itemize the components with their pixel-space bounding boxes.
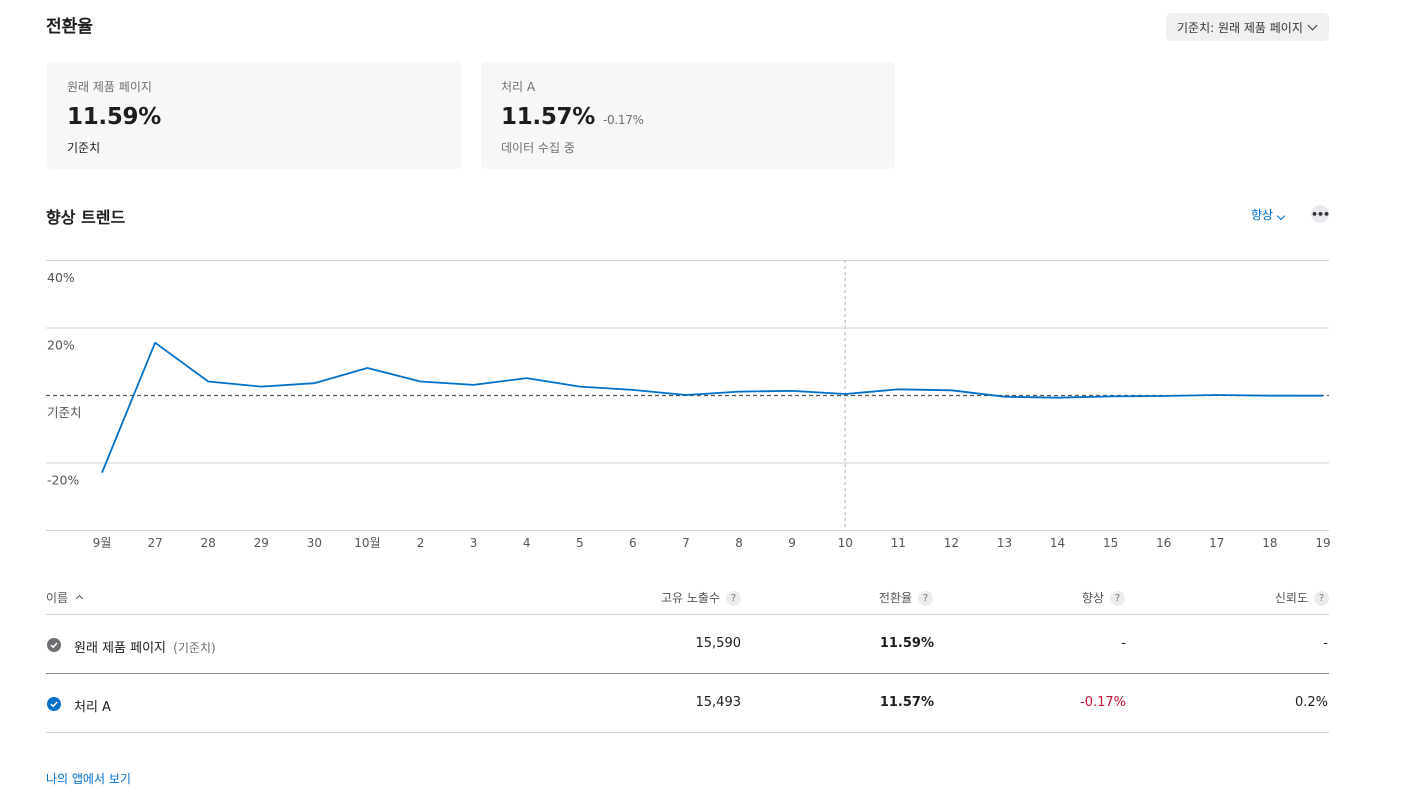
divider: [46, 614, 1329, 615]
column-header-impressions: 고유 노출수?: [661, 589, 741, 606]
lift-trend-chart: 40% 20% 기준치 -20% 9월 27 28 29 30 10월 2 3 4 5 6 7 8 9 10 11 1…: [46, 260, 1331, 550]
chart-lines: [101, 341, 1323, 473]
chart-grid: [46, 260, 1329, 531]
conversion-value: 11.57%: [879, 695, 934, 710]
x-tick-label: 6: [629, 536, 637, 550]
column-label: 향상: [1081, 591, 1104, 605]
column-header-confidence: 신뢰도?: [1275, 589, 1329, 606]
table-row-name: 처리 A: [74, 696, 111, 715]
section-title: 향상 트렌드: [46, 208, 126, 227]
card-label: 원래 제품 페이지: [67, 80, 152, 94]
confidence-value: -: [1323, 636, 1328, 651]
column-header-lift: 향상?: [1082, 589, 1125, 606]
baseline-dropdown-label: 기준치: 원래 제품 페이지: [1177, 20, 1303, 35]
lift-value: -: [1121, 636, 1126, 651]
x-tick-label: 19: [1315, 536, 1330, 550]
chart-x-ticks: 9월 27 28 29 30 10월 2 3 4 5 6 7 8 9 10 11 12 13 14 15 16 17 18 1…: [93, 536, 1331, 550]
x-tick-label: 16: [1156, 536, 1171, 550]
x-tick-label: 11: [891, 536, 906, 550]
column-label: 고유 노출수: [660, 591, 720, 605]
treatment-summary-card: 처리 A 11.57% -0.17% 데이터 수집 중: [481, 62, 895, 169]
column-label: 전환율: [878, 591, 912, 605]
x-tick-label: 10: [838, 536, 853, 550]
x-tick-label: 9: [788, 536, 796, 550]
divider: [46, 732, 1329, 733]
conversion-value: 11.59%: [879, 636, 934, 651]
card-value: 11.59%: [67, 104, 441, 130]
x-tick-label: 2: [417, 536, 425, 550]
x-tick-label: 4: [523, 536, 531, 550]
card-value-number: 11.59%: [67, 104, 161, 130]
series-line: [101, 341, 1323, 473]
card-label: 처리 A: [501, 80, 536, 94]
y-tick-label: 기준치: [47, 405, 82, 420]
impressions-value: 15,493: [695, 695, 742, 710]
help-icon[interactable]: ?: [726, 591, 741, 606]
y-tick-label: 40%: [47, 270, 75, 285]
card-value-number: 11.57%: [501, 104, 595, 130]
help-icon[interactable]: ?: [1314, 591, 1329, 606]
column-header-conversion: 전환율?: [879, 589, 933, 606]
baseline-summary-card: 원래 제품 페이지 11.59% 기준치: [47, 62, 461, 169]
x-tick-label: 27: [147, 536, 162, 550]
x-tick-label: 29: [254, 536, 269, 550]
impressions-value: 15,590: [695, 636, 742, 651]
x-tick-label: 9월: [93, 536, 112, 550]
x-tick-label: 28: [201, 536, 216, 550]
card-subtitle: 데이터 수집 중: [501, 141, 575, 155]
column-label: 신뢰도: [1274, 591, 1308, 605]
x-tick-label: 17: [1209, 536, 1224, 550]
x-tick-label: 10월: [354, 536, 380, 550]
table-row-name: 원래 제품 페이지 (기준치): [74, 637, 216, 656]
x-tick-label: 5: [576, 536, 584, 550]
y-tick-label: 20%: [47, 338, 75, 353]
y-tick-label: -20%: [47, 473, 79, 488]
x-tick-label: 13: [997, 536, 1012, 550]
metric-dropdown-label: 향상: [1251, 208, 1274, 222]
card-value: 11.57% -0.17%: [501, 104, 875, 130]
check-circle-blue-icon: [47, 697, 61, 711]
divider: [46, 673, 1329, 674]
baseline-tag: (기준치): [173, 641, 216, 655]
more-icon[interactable]: •••: [1311, 205, 1330, 223]
x-tick-label: 15: [1103, 536, 1118, 550]
x-tick-label: 18: [1262, 536, 1277, 550]
x-tick-label: 14: [1050, 536, 1065, 550]
column-label: 이름: [46, 591, 69, 605]
x-tick-label: 30: [307, 536, 322, 550]
column-header-name[interactable]: 이름: [46, 589, 83, 606]
check-circle-gray-icon: [47, 638, 61, 652]
confidence-value: 0.2%: [1294, 695, 1328, 710]
page-title: 전환율: [46, 17, 93, 37]
baseline-dropdown[interactable]: 기준치: 원래 제품 페이지: [1166, 13, 1329, 41]
lift-value: -0.17%: [1080, 695, 1126, 710]
help-icon[interactable]: ?: [918, 591, 933, 606]
card-subtitle: 기준치: [67, 141, 101, 155]
variant-name: 원래 제품 페이지: [74, 641, 166, 656]
help-icon[interactable]: ?: [1110, 591, 1125, 606]
x-tick-label: 8: [735, 536, 743, 550]
chart-y-ticks: 40% 20% 기준치 -20%: [47, 270, 82, 488]
view-in-my-app-link[interactable]: 나의 앱에서 보기: [46, 772, 131, 786]
card-delta: -0.17%: [603, 113, 644, 127]
metric-dropdown[interactable]: 향상: [1251, 206, 1286, 223]
x-tick-label: 7: [682, 536, 690, 550]
x-tick-label: 3: [470, 536, 478, 550]
variant-name: 처리 A: [74, 700, 111, 715]
sort-up-icon: [75, 594, 83, 603]
x-tick-label: 12: [944, 536, 959, 550]
